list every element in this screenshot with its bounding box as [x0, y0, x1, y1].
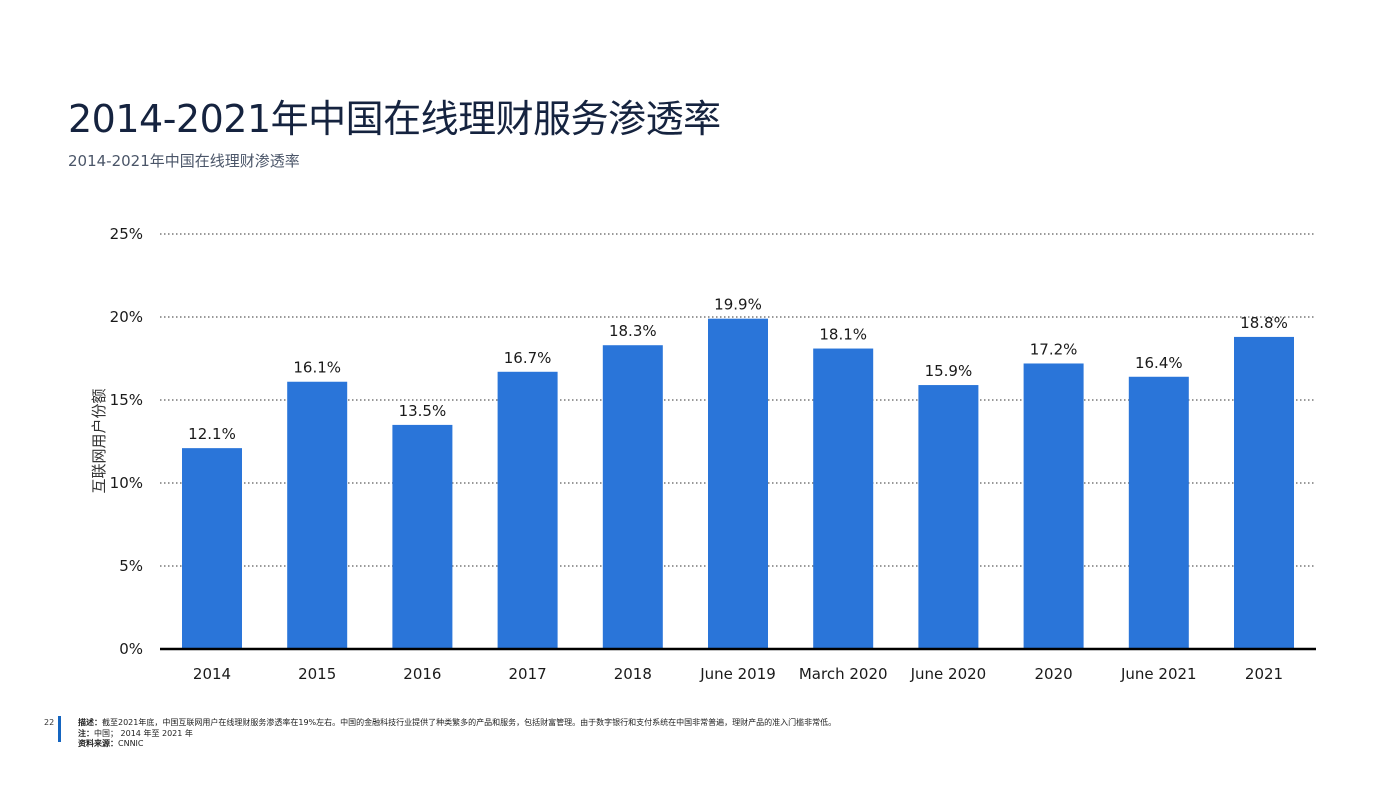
note-label: 注：: [78, 728, 94, 738]
page-number: 22: [44, 718, 55, 727]
x-tick-label: 2017: [509, 665, 547, 683]
description-label: 描述：: [78, 718, 102, 727]
footer-note: 注：中国； 2014 年至 2021 年: [78, 729, 836, 740]
x-tick-label: June 2021: [1120, 665, 1197, 683]
footer-description: 描述：截至2021年底，中国互联网用户在线理财服务渗透率在19%左右。中国的金融…: [78, 718, 836, 729]
footer-source: 资料来源：CNNIC: [78, 739, 836, 750]
gridlines: [160, 233, 1316, 567]
source-label: 资料来源：: [78, 739, 118, 748]
y-tick-label: 10%: [110, 474, 143, 492]
data-label: 18.8%: [1240, 314, 1288, 332]
data-labels: 12.1% 16.1% 13.5% 16.7% 18.3% 19.9% 18.1% 15.9%…: [188, 296, 1288, 443]
x-tick-label: 2021: [1245, 665, 1283, 683]
footer-accent-bar: [58, 716, 61, 742]
footer-notes: 描述：截至2021年底，中国互联网用户在线理财服务渗透率在19%左右。中国的金融…: [78, 718, 836, 750]
bar: [918, 385, 979, 649]
note-text: 中国； 2014 年至 2021 年: [94, 728, 193, 738]
bar: [287, 381, 348, 649]
data-label: 16.7%: [504, 349, 552, 367]
bar: [182, 448, 242, 649]
y-tick-label: 5%: [119, 557, 143, 575]
data-label: 15.9%: [925, 362, 973, 380]
bar: [602, 345, 663, 649]
bar: [392, 424, 453, 649]
data-label: 17.2%: [1030, 340, 1078, 358]
data-label: 16.1%: [293, 359, 341, 377]
bar: [813, 348, 874, 649]
x-tick-label: June 2019: [699, 665, 776, 683]
x-tick-label: March 2020: [799, 665, 888, 683]
source-text: CNNIC: [118, 739, 144, 748]
y-tick-label: 15%: [110, 391, 143, 409]
bar: [497, 371, 558, 649]
data-label: 18.3%: [609, 322, 657, 340]
y-axis-title: 互联网用户份额: [90, 388, 108, 493]
x-tick-label: 2016: [403, 665, 441, 683]
x-tick-label: 2015: [298, 665, 336, 683]
data-label: 19.9%: [714, 296, 762, 314]
data-label: 16.4%: [1135, 354, 1183, 372]
y-tick-label: 0%: [119, 640, 143, 658]
x-tick-label: 2014: [193, 665, 231, 683]
bar: [708, 318, 768, 649]
description-text: 截至2021年底，中国互联网用户在线理财服务渗透率在19%左右。中国的金融科技行…: [102, 718, 837, 727]
bar: [1023, 363, 1084, 649]
y-axis-ticks: 0% 5% 10% 15% 20% 25%: [110, 225, 143, 658]
y-tick-label: 20%: [110, 308, 143, 326]
x-tick-label: 2020: [1035, 665, 1073, 683]
x-tick-label: 2018: [614, 665, 652, 683]
bar: [1234, 336, 1294, 649]
bar: [1128, 376, 1189, 649]
x-axis-ticks: 2014 2015 2016 2017 2018 June 2019 March 2020 J…: [193, 665, 1283, 683]
bars: [182, 318, 1294, 649]
y-tick-label: 25%: [110, 225, 143, 243]
page-subtitle: 2014-2021年中国在线理财渗透率: [68, 152, 300, 170]
data-label: 13.5%: [399, 402, 447, 420]
page-title: 2014-2021年中国在线理财服务渗透率: [68, 97, 721, 141]
footer: 22 描述：截至2021年底，中国互联网用户在线理财服务渗透率在19%左右。中国…: [0, 716, 1400, 766]
x-tick-label: June 2020: [910, 665, 987, 683]
data-label: 12.1%: [188, 425, 236, 443]
data-label: 18.1%: [819, 326, 867, 344]
